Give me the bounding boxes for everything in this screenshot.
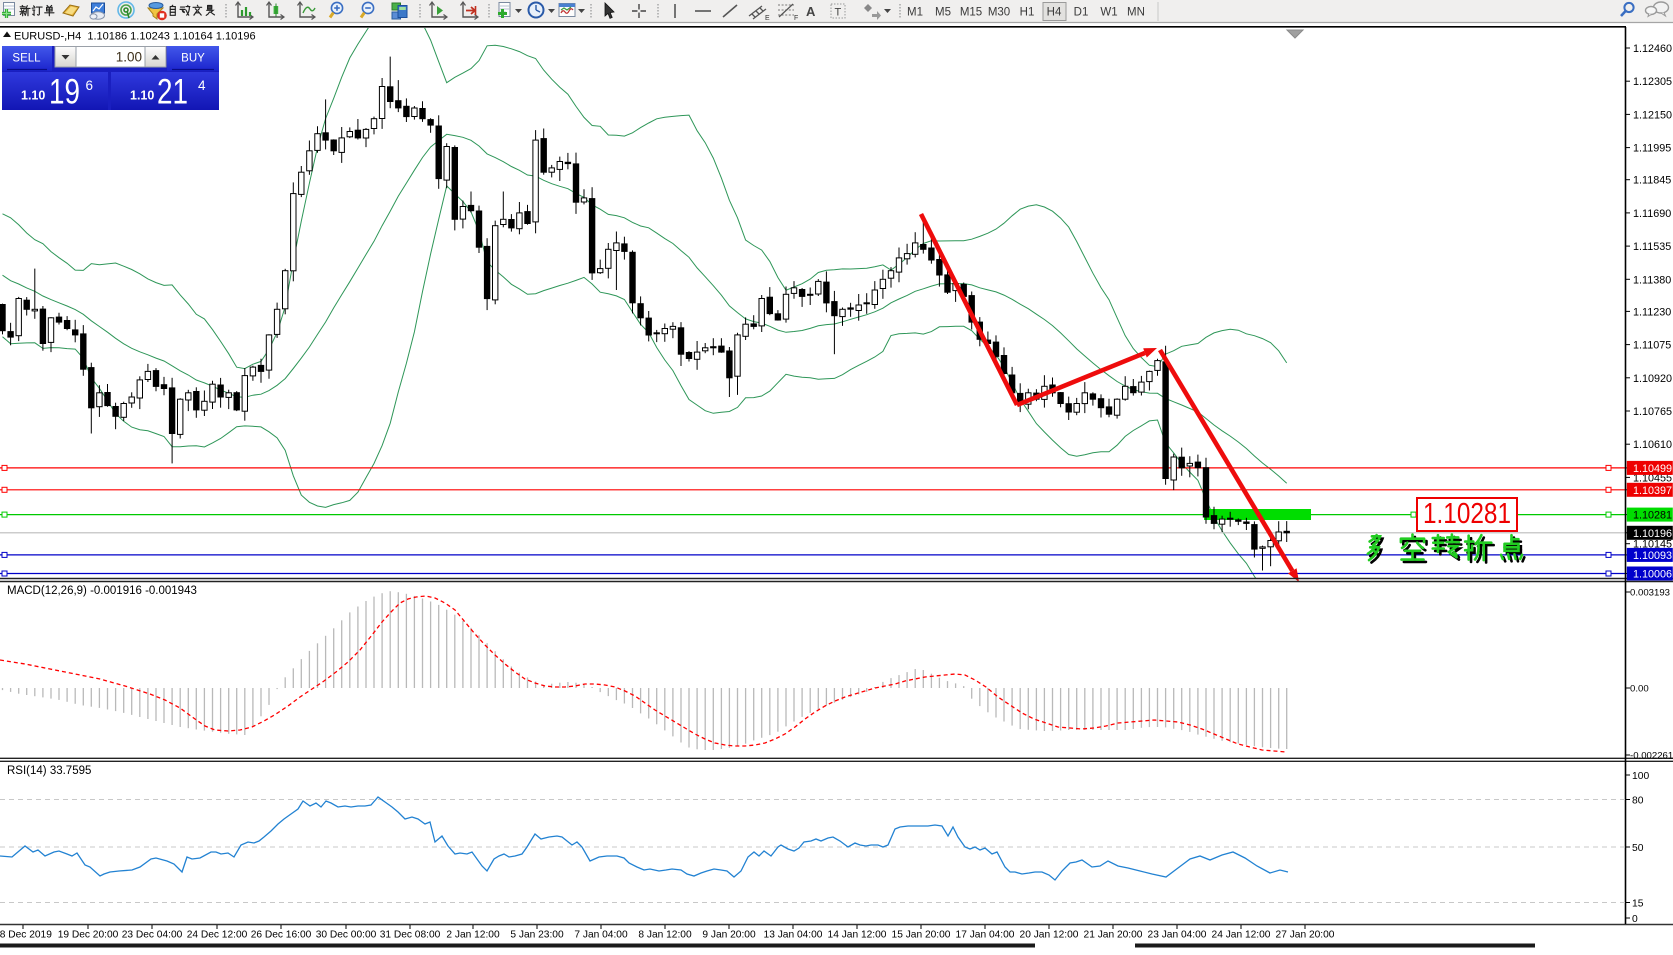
svg-text:31 Dec 08:00: 31 Dec 08:00 [380,930,441,941]
svg-text:RSI(14) 33.7595: RSI(14) 33.7595 [7,765,91,777]
svg-text:17 Jan 04:00: 17 Jan 04:00 [956,930,1015,941]
svg-text:D1: D1 [1074,7,1089,19]
svg-text:2 Jan 12:00: 2 Jan 12:00 [446,930,500,941]
svg-text:1.10196: 1.10196 [1633,528,1672,540]
svg-text:1.11230: 1.11230 [1633,306,1671,318]
svg-text:5 Jan 23:00: 5 Jan 23:00 [510,930,564,941]
svg-text:19 Dec 20:00: 19 Dec 20:00 [58,930,119,941]
svg-text:H4: H4 [1047,7,1062,19]
svg-text:1.10397: 1.10397 [1633,485,1672,497]
svg-text:8 Jan 12:00: 8 Jan 12:00 [638,930,692,941]
svg-text:26 Dec 16:00: 26 Dec 16:00 [251,930,312,941]
svg-text:1.12460: 1.12460 [1633,43,1672,55]
svg-text:21 Jan 20:00: 21 Jan 20:00 [1084,930,1143,941]
svg-text:MACD(12,26,9) -0.001916 -0.001: MACD(12,26,9) -0.001916 -0.001943 [7,585,197,597]
svg-text:1.10499: 1.10499 [1633,463,1672,475]
svg-text:1.00: 1.00 [116,50,142,65]
svg-text:0.00: 0.00 [1630,684,1649,695]
svg-text:0.003193: 0.003193 [1630,588,1670,599]
svg-text:6: 6 [86,78,94,93]
svg-text:M5: M5 [935,7,951,19]
svg-text:100: 100 [1632,771,1649,782]
svg-text:1.10: 1.10 [21,89,45,103]
svg-text:1.10281: 1.10281 [1633,510,1672,522]
svg-text:M1: M1 [907,7,923,19]
svg-text:9 Jan 20:00: 9 Jan 20:00 [702,930,756,941]
svg-text:21: 21 [157,73,188,112]
svg-text:1.11535: 1.11535 [1633,241,1671,253]
svg-text:1.11690: 1.11690 [1633,208,1671,220]
svg-text:1.11995: 1.11995 [1633,143,1671,155]
svg-text:1.10: 1.10 [130,89,154,103]
svg-text:E: E [765,15,770,22]
svg-text:1.10920: 1.10920 [1633,373,1672,385]
svg-text:27 Jan 20:00: 27 Jan 20:00 [1276,930,1335,941]
svg-text:24 Jan 12:00: 24 Jan 12:00 [1212,930,1271,941]
svg-text:SELL: SELL [12,53,41,65]
svg-text:1.10093: 1.10093 [1633,550,1672,562]
svg-text:1.12150: 1.12150 [1633,109,1672,121]
svg-text:1.10455: 1.10455 [1633,472,1672,484]
svg-text:50: 50 [1632,843,1644,854]
svg-text:14 Jan 12:00: 14 Jan 12:00 [828,930,887,941]
svg-text:1.12305: 1.12305 [1633,76,1672,88]
svg-text:A: A [806,4,816,19]
svg-text:7 Jan 04:00: 7 Jan 04:00 [574,930,628,941]
svg-text:80: 80 [1632,795,1644,806]
svg-text:19: 19 [49,73,80,112]
svg-text:M30: M30 [988,7,1010,19]
svg-text:BUY: BUY [181,53,205,65]
svg-text:1.11845: 1.11845 [1633,175,1671,187]
svg-text:1.10145: 1.10145 [1633,539,1672,551]
svg-text:1.10610: 1.10610 [1633,439,1672,451]
svg-text:0: 0 [1632,914,1638,925]
svg-text:MN: MN [1127,7,1145,19]
svg-text:-0.002261: -0.002261 [1630,751,1673,762]
svg-text:13 Jan 04:00: 13 Jan 04:00 [764,930,823,941]
svg-text:1.10006: 1.10006 [1633,569,1672,581]
svg-text:1.10765: 1.10765 [1633,406,1672,418]
svg-text:15: 15 [1632,898,1644,909]
svg-text:30 Dec 00:00: 30 Dec 00:00 [316,930,377,941]
svg-text:1.11075: 1.11075 [1633,340,1671,352]
svg-text:4: 4 [198,78,206,93]
svg-text:15 Jan 20:00: 15 Jan 20:00 [892,930,951,941]
svg-text:24 Dec 12:00: 24 Dec 12:00 [187,930,248,941]
svg-text:F: F [794,15,798,22]
svg-text:23 Dec 04:00: 23 Dec 04:00 [122,930,183,941]
svg-text:18 Dec 2019: 18 Dec 2019 [0,930,52,941]
svg-text:H1: H1 [1020,7,1035,19]
svg-text:20 Jan 12:00: 20 Jan 12:00 [1020,930,1079,941]
svg-text:23 Jan 04:00: 23 Jan 04:00 [1148,930,1207,941]
svg-text:1.11380: 1.11380 [1633,274,1671,286]
svg-text:M15: M15 [960,7,982,19]
svg-text:1.10281: 1.10281 [1423,498,1511,530]
svg-text:W1: W1 [1100,7,1117,19]
svg-text:EURUSD-,H4 1.10186 1.10243 1.: EURUSD-,H4 1.10186 1.10243 1.10164 1.101… [14,31,256,43]
svg-text:T: T [835,7,842,19]
